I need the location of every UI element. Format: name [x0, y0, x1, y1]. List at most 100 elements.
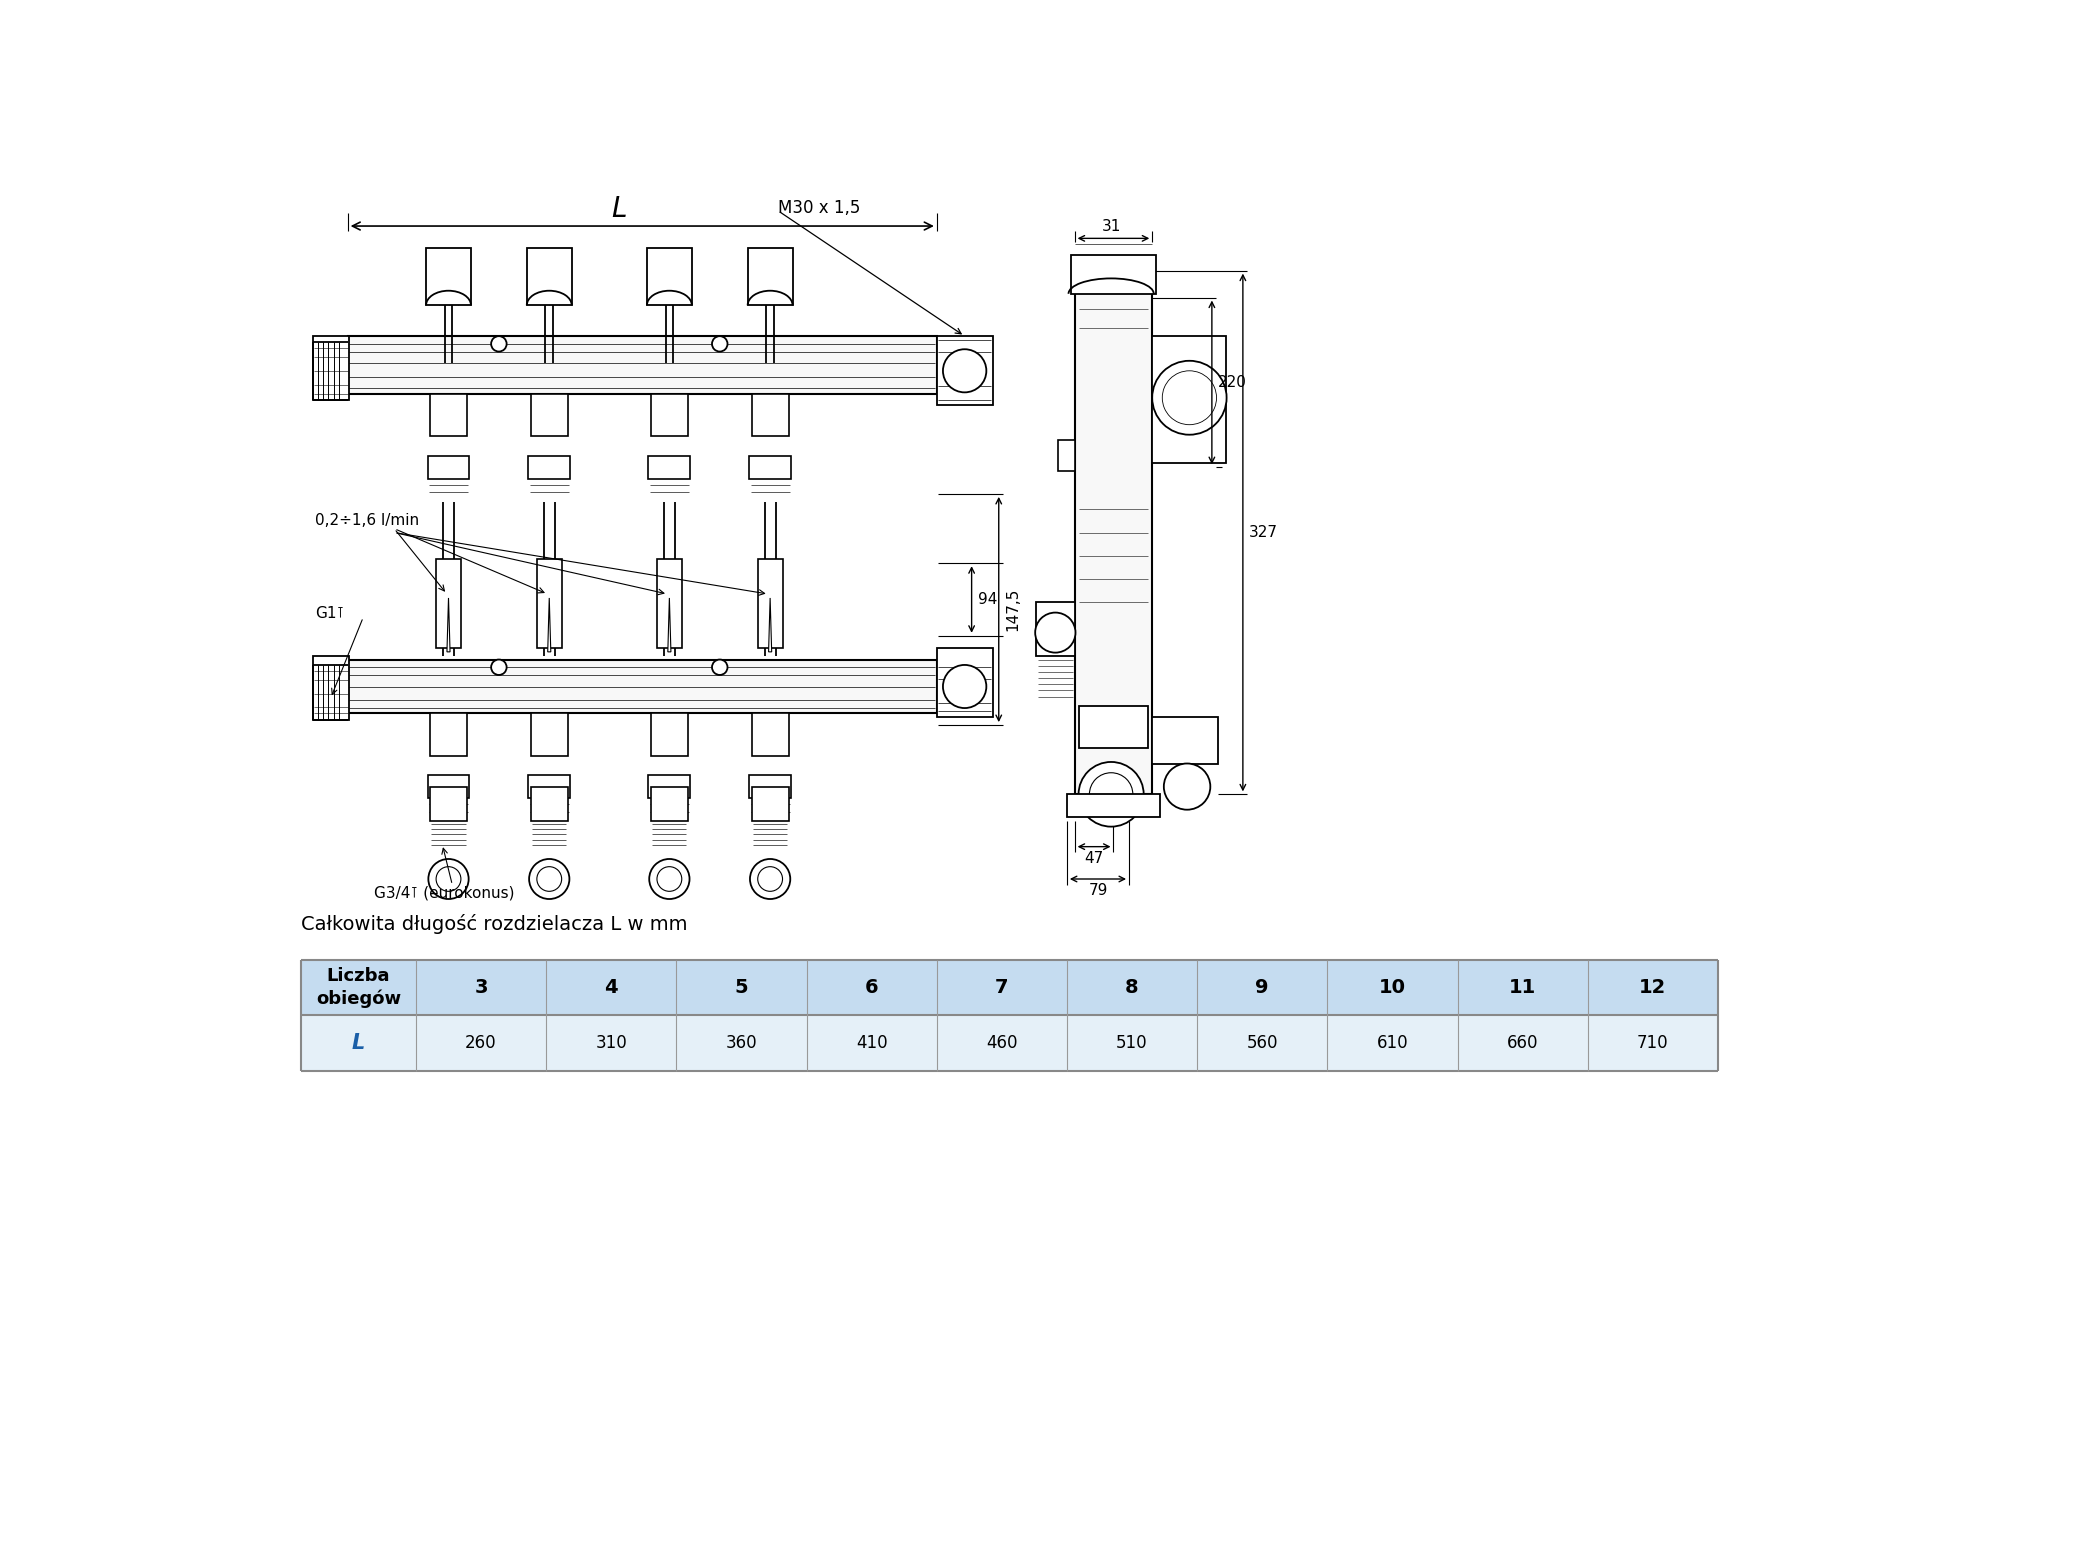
Text: 360: 360	[727, 1034, 758, 1052]
Circle shape	[1035, 612, 1075, 653]
Text: Całkowita długość rozdzielacza L w mm: Całkowita długość rozdzielacza L w mm	[300, 914, 689, 935]
Text: 9: 9	[1256, 978, 1268, 997]
Bar	[529, 456, 571, 479]
Text: G1⊺: G1⊺	[315, 606, 344, 622]
Bar	[1035, 601, 1075, 656]
Bar	[430, 713, 466, 756]
Text: 0,2÷1,6 l/min: 0,2÷1,6 l/min	[315, 513, 420, 529]
Bar	[1153, 718, 1218, 764]
Bar	[437, 560, 460, 648]
Bar	[1075, 271, 1153, 794]
Text: 31: 31	[1100, 219, 1121, 234]
Bar	[300, 1015, 1718, 1071]
Circle shape	[491, 336, 506, 352]
Polygon shape	[447, 598, 449, 653]
Text: 710: 710	[1638, 1034, 1670, 1052]
Text: L: L	[353, 1032, 365, 1052]
Circle shape	[538, 866, 561, 891]
Bar	[758, 560, 783, 648]
Text: 7: 7	[995, 978, 1008, 997]
Text: 410: 410	[857, 1034, 888, 1052]
Text: 6: 6	[865, 978, 878, 997]
Text: 147,5: 147,5	[1006, 587, 1021, 631]
Bar	[300, 959, 1718, 1015]
Bar	[649, 456, 691, 479]
Text: 12: 12	[1640, 978, 1667, 997]
Bar	[430, 394, 466, 436]
Text: 660: 660	[1508, 1034, 1539, 1052]
Circle shape	[529, 859, 569, 899]
Text: 47: 47	[1084, 851, 1105, 865]
Bar	[1067, 794, 1159, 817]
Polygon shape	[548, 598, 550, 653]
Bar	[1079, 705, 1149, 749]
Circle shape	[657, 866, 682, 891]
Text: 79: 79	[1088, 883, 1107, 897]
Bar	[1153, 336, 1226, 463]
Text: M30 x 1,5: M30 x 1,5	[777, 198, 861, 217]
Circle shape	[758, 866, 783, 891]
Circle shape	[750, 859, 790, 899]
Bar	[657, 560, 682, 648]
Text: 560: 560	[1247, 1034, 1279, 1052]
Bar	[750, 456, 792, 479]
Bar	[428, 775, 470, 798]
Bar	[426, 248, 470, 305]
Bar	[313, 336, 349, 400]
Bar	[937, 336, 993, 406]
Circle shape	[712, 660, 727, 674]
Text: 8: 8	[1126, 978, 1138, 997]
Text: Liczba
obiegów: Liczba obiegów	[315, 967, 401, 1008]
Bar	[750, 775, 792, 798]
Text: 4: 4	[605, 978, 617, 997]
Bar	[430, 786, 466, 822]
Bar	[529, 775, 571, 798]
Bar	[752, 394, 790, 436]
Bar	[651, 786, 689, 822]
Circle shape	[1153, 361, 1226, 434]
Bar	[531, 713, 567, 756]
Text: 220: 220	[1218, 375, 1247, 391]
Circle shape	[943, 665, 987, 708]
Text: 460: 460	[987, 1034, 1018, 1052]
Circle shape	[649, 859, 689, 899]
Bar	[531, 394, 567, 436]
Text: 3: 3	[475, 978, 487, 997]
Circle shape	[943, 349, 987, 392]
Circle shape	[1079, 763, 1145, 826]
Text: 94: 94	[979, 592, 997, 608]
Text: 260: 260	[466, 1034, 498, 1052]
Text: G3/4⊺ (eurokonus): G3/4⊺ (eurokonus)	[374, 885, 514, 901]
Text: 327: 327	[1250, 525, 1279, 539]
Bar	[349, 660, 937, 713]
Polygon shape	[668, 598, 670, 653]
Bar	[538, 560, 561, 648]
Bar	[349, 336, 937, 394]
Polygon shape	[769, 598, 771, 653]
Bar	[531, 786, 567, 822]
Text: 5: 5	[735, 978, 748, 997]
Text: 10: 10	[1380, 978, 1407, 997]
Bar	[313, 656, 349, 719]
Text: 11: 11	[1510, 978, 1537, 997]
Circle shape	[428, 859, 468, 899]
Circle shape	[1090, 773, 1132, 815]
Bar	[752, 786, 790, 822]
Bar	[649, 775, 691, 798]
Text: 610: 610	[1378, 1034, 1409, 1052]
Text: 310: 310	[596, 1034, 628, 1052]
Circle shape	[437, 866, 460, 891]
Bar	[748, 248, 792, 305]
Bar	[1071, 256, 1157, 294]
Bar	[651, 394, 689, 436]
Bar	[428, 456, 470, 479]
Circle shape	[1163, 764, 1210, 809]
Bar	[647, 248, 691, 305]
Bar	[752, 713, 790, 756]
Text: L: L	[611, 195, 626, 223]
Bar	[651, 713, 689, 756]
Circle shape	[491, 660, 506, 674]
Circle shape	[712, 336, 727, 352]
Text: 510: 510	[1117, 1034, 1149, 1052]
Bar	[1058, 440, 1075, 471]
